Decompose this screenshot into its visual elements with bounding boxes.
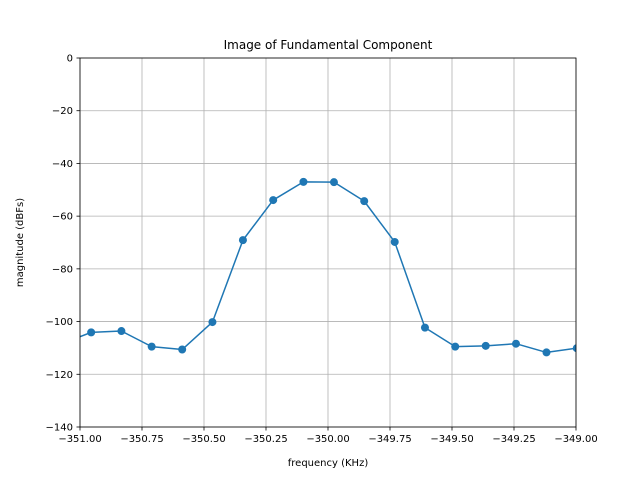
y-tick-label: −60 xyxy=(52,212,73,223)
data-point xyxy=(481,341,490,350)
y-tick-label: −140 xyxy=(46,423,73,434)
series-line xyxy=(80,181,576,354)
data-point xyxy=(87,328,96,337)
data-point xyxy=(572,344,576,353)
data-point xyxy=(542,348,551,357)
data-point xyxy=(117,327,126,336)
y-tick-label: −40 xyxy=(52,159,73,170)
data-point xyxy=(451,342,460,351)
data-point xyxy=(299,177,308,186)
x-tick-label: −350.75 xyxy=(120,434,163,445)
y-tick-label: −100 xyxy=(46,317,73,328)
data-point xyxy=(511,339,520,348)
data-point xyxy=(178,345,187,354)
y-tick-label: −20 xyxy=(52,106,73,117)
data-point xyxy=(269,196,278,205)
data-point xyxy=(360,197,369,206)
data-point xyxy=(390,237,399,246)
y-tick-label: 0 xyxy=(67,54,73,65)
ticks: −351.00 −350.75 −350.50 −350.25 −350.00 −349.… xyxy=(46,54,598,446)
y-tick-label: −80 xyxy=(52,264,73,275)
x-tick-label: −351.00 xyxy=(58,434,101,445)
x-tick-label: −350.00 xyxy=(306,434,349,445)
x-tick-label: −349.00 xyxy=(554,434,597,445)
y-axis-label: magnitude (dBFs) xyxy=(15,198,26,287)
x-tick-label: −349.75 xyxy=(368,434,411,445)
x-axis-label: frequency (KHz) xyxy=(288,458,369,469)
data-point xyxy=(208,318,217,327)
data-point xyxy=(147,342,156,351)
y-tick-label: −120 xyxy=(46,370,73,381)
data-point xyxy=(420,323,429,332)
x-tick-label: −350.25 xyxy=(244,434,287,445)
data-point xyxy=(238,236,247,245)
data-point xyxy=(329,178,338,187)
chart-title: Image of Fundamental Component xyxy=(224,38,433,52)
x-tick-label: −349.50 xyxy=(430,434,473,445)
x-tick-label: −350.50 xyxy=(182,434,225,445)
x-tick-label: −349.25 xyxy=(492,434,535,445)
series-layer xyxy=(80,177,576,357)
